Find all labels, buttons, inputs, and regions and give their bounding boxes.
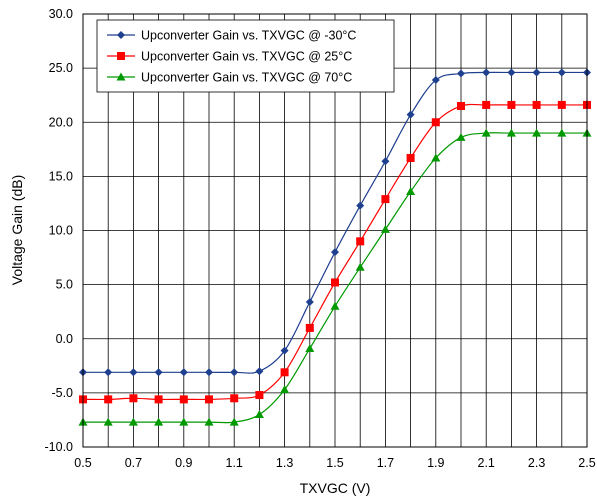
series-layer (78, 68, 592, 426)
x-tick-label: 2.3 (528, 456, 545, 470)
x-axis-title: TXVGC (V) (300, 480, 371, 496)
data-point (280, 346, 289, 355)
x-tick-label: 2.1 (478, 456, 495, 470)
data-point (532, 100, 541, 109)
data-point (179, 368, 188, 377)
data-point (557, 68, 566, 77)
y-tick-label: 5.0 (56, 278, 73, 292)
data-point (506, 128, 516, 137)
x-tick-label: 0.7 (125, 456, 142, 470)
data-point (482, 68, 491, 77)
data-point (205, 395, 213, 404)
data-point (381, 195, 390, 204)
data-point (457, 69, 465, 78)
data-point (254, 410, 264, 419)
legend-box (96, 19, 395, 93)
y-tick-label: 0.0 (56, 332, 73, 346)
data-point (305, 297, 314, 306)
data-point (229, 417, 239, 426)
data-point (557, 128, 567, 137)
legend-item: Upconverter Gain vs. TXVGC @ -30°C (107, 29, 356, 43)
legend-label: Upconverter Gain vs. TXVGC @ -30°C (141, 29, 356, 43)
plot-frame (82, 13, 588, 448)
data-point (330, 301, 340, 310)
y-tick-label: 20.0 (49, 115, 73, 129)
data-point (230, 368, 239, 377)
legend-marker (116, 72, 126, 81)
y-tick-label: -5.0 (51, 386, 73, 400)
data-point (557, 100, 566, 109)
data-point (129, 368, 138, 377)
x-tick-label: 2.5 (578, 456, 595, 470)
data-point (331, 248, 339, 257)
data-point (431, 76, 440, 85)
x-tick-label: 1.7 (377, 456, 394, 470)
data-point (431, 153, 441, 162)
data-point (481, 128, 491, 137)
legend: Upconverter Gain vs. TXVGC @ -30°C Upconv… (96, 19, 395, 93)
data-point (154, 395, 163, 404)
data-point (431, 118, 440, 127)
data-point (104, 368, 113, 377)
data-point (154, 368, 163, 377)
data-point (230, 394, 239, 403)
y-tick-label: 15.0 (49, 169, 73, 183)
data-point (179, 395, 188, 404)
legend-item: Upconverter Gain vs. TXVGC @ 70°C (107, 71, 352, 85)
data-point (103, 417, 113, 426)
data-point (381, 157, 390, 166)
data-point (154, 417, 164, 426)
x-tick-label: 0.5 (74, 456, 91, 470)
data-point (204, 417, 214, 426)
data-point (380, 224, 390, 233)
data-point (507, 68, 516, 77)
data-point (129, 394, 138, 403)
data-point (355, 262, 365, 271)
x-tick-label: 1.5 (326, 456, 343, 470)
data-point (482, 100, 491, 109)
data-point (305, 323, 314, 332)
data-point (532, 68, 541, 77)
data-point (255, 391, 264, 400)
legend-label: Upconverter Gain vs. TXVGC @ 25°C (141, 50, 352, 64)
data-point (356, 237, 365, 246)
data-point (356, 201, 365, 210)
y-tick-label: -10.0 (45, 440, 74, 454)
data-point (280, 368, 289, 377)
x-tick-label: 1.3 (276, 456, 293, 470)
data-point (331, 278, 339, 287)
data-point (456, 132, 466, 141)
data-point (507, 100, 516, 109)
legend-item: Upconverter Gain vs. TXVGC @ 25°C (107, 50, 352, 64)
data-point (104, 395, 113, 404)
series-1 (79, 68, 591, 377)
data-point (128, 417, 138, 426)
y-tick-label: 30.0 (49, 7, 73, 21)
y-tick-label: 10.0 (49, 224, 73, 238)
data-point (179, 417, 189, 426)
y-axis-title: Voltage Gain (dB) (9, 175, 25, 286)
data-point (406, 153, 415, 162)
data-point (305, 343, 315, 352)
data-point (532, 128, 542, 137)
data-point (205, 368, 213, 377)
data-point (406, 110, 415, 119)
tick-labels: 0.5 0.7 0.9 1.1 1.3 1.5 1.7 1.9 2.1 2.3 2.5 -10.0 -5… (45, 7, 596, 470)
series-3 (78, 128, 592, 426)
data-point (457, 102, 465, 111)
x-tick-label: 1.1 (226, 456, 243, 470)
data-point (280, 385, 290, 394)
y-tick-label: 25.0 (49, 61, 73, 75)
legend-marker (117, 52, 125, 60)
x-tick-label: 0.9 (175, 456, 192, 470)
x-tick-label: 1.9 (427, 456, 444, 470)
legend-marker (117, 31, 125, 39)
data-point (406, 187, 416, 196)
legend-label: Upconverter Gain vs. TXVGC @ 70°C (141, 71, 352, 85)
data-point (255, 367, 264, 376)
